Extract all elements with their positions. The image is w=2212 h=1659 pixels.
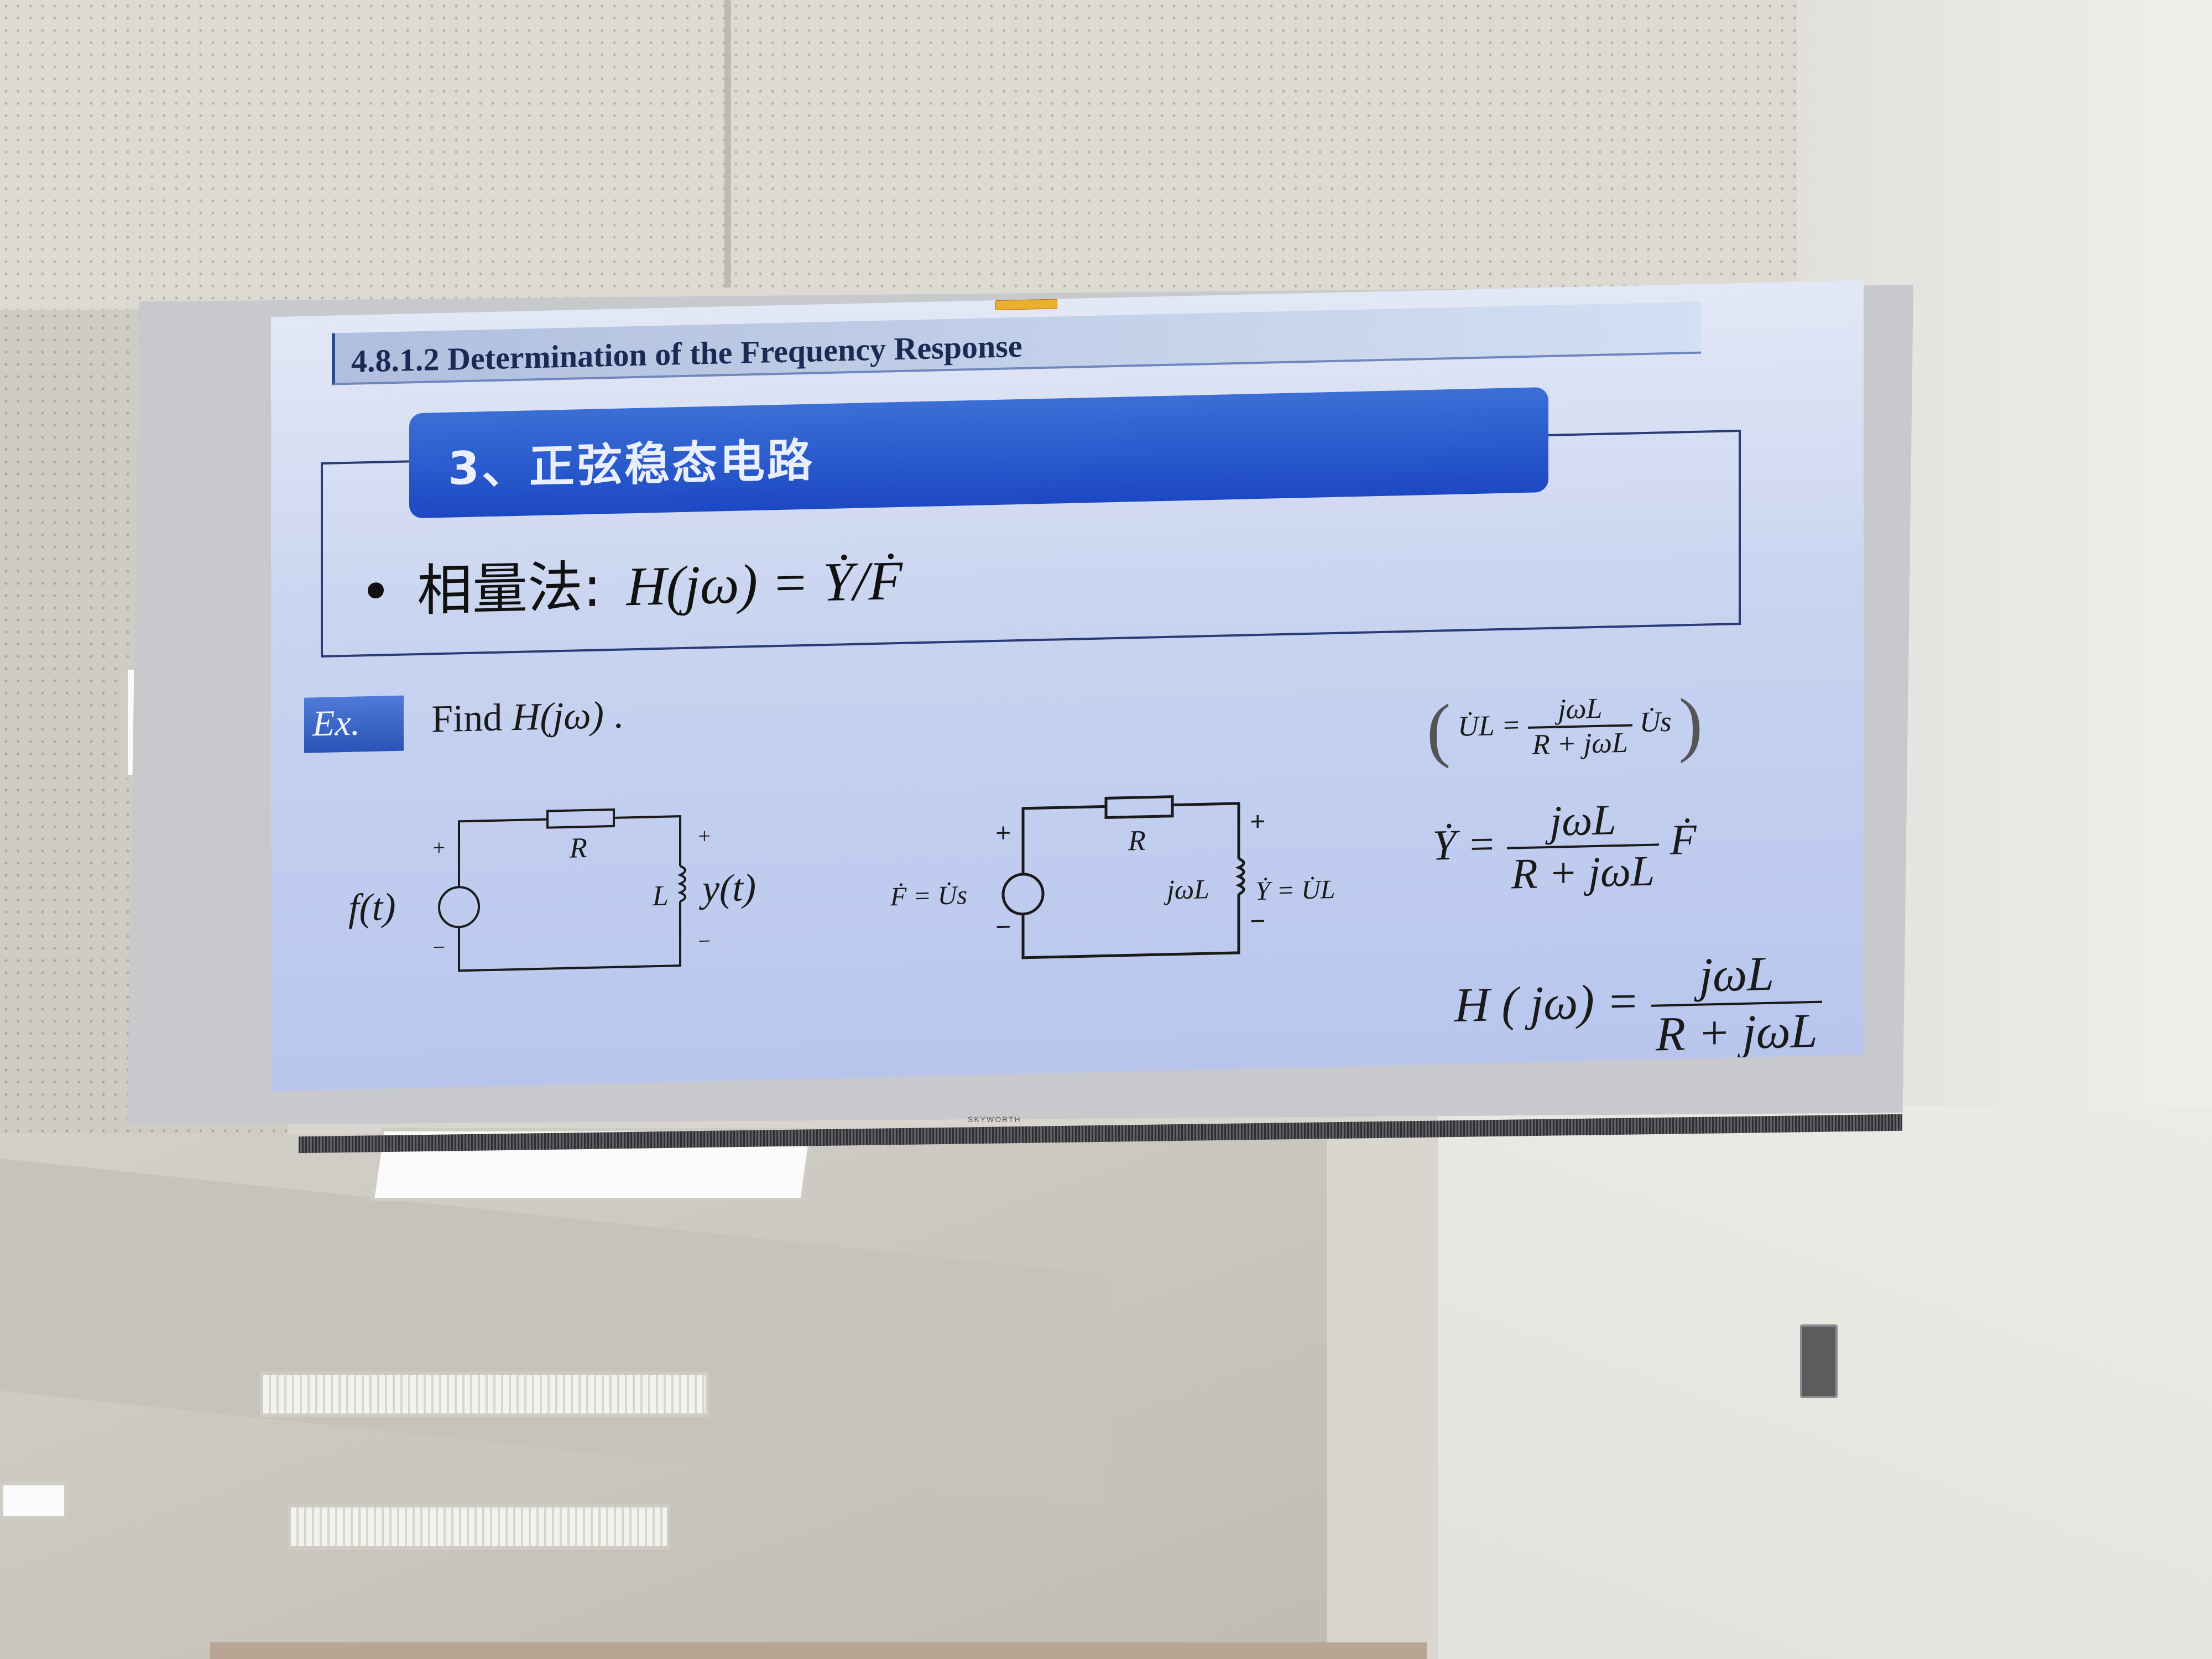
example-prompt: Find H(jω) . bbox=[431, 693, 623, 742]
eq1-rhs: U̇s bbox=[1639, 706, 1672, 739]
ceiling-light bbox=[0, 1482, 67, 1519]
eq1-fraction: jωL R + jωL bbox=[1527, 691, 1632, 761]
inductor-label: jωL bbox=[1164, 873, 1209, 905]
eq1-denominator: R + jωL bbox=[1532, 727, 1628, 761]
source-label: Ḟ = U̇s bbox=[890, 880, 967, 911]
inductor-label: L bbox=[652, 880, 669, 912]
example-prompt-suffix: . bbox=[603, 693, 623, 737]
resistor-label: R bbox=[569, 832, 587, 864]
example-badge-label: Ex. bbox=[312, 702, 361, 744]
section-label: 3、正弦稳态电路 bbox=[448, 434, 815, 495]
eq1-lhs: U̇L = bbox=[1458, 709, 1521, 743]
university-logo-icon bbox=[995, 299, 1057, 310]
eq2-rhs: Ḟ bbox=[1670, 815, 1697, 864]
output-label: Ẏ = U̇L bbox=[1255, 875, 1335, 906]
example-prompt-prefix: Find bbox=[431, 696, 512, 741]
source-label: f(t) bbox=[348, 886, 396, 930]
ceiling-light bbox=[288, 1504, 670, 1550]
eq2-fraction: jωL R + jωL bbox=[1507, 794, 1660, 899]
equation-y: Ẏ = jωL R + jωL Ḟ bbox=[1432, 793, 1697, 901]
resistor-label: R bbox=[1128, 825, 1146, 857]
bullet-phasor-method: • 相量法: H(jω) = Ẏ/Ḟ bbox=[359, 535, 902, 628]
tv-screen: 4.8.1.2 Determination of the Frequency R… bbox=[271, 280, 1864, 1092]
eq3-lhs: H ( jω) = bbox=[1454, 974, 1640, 1033]
eq1-numerator: jωL bbox=[1527, 691, 1632, 729]
ceiling-seam bbox=[724, 0, 731, 288]
ceiling-light bbox=[260, 1371, 709, 1417]
equation-h: H ( jω) = jωL R + jωL bbox=[1454, 945, 1822, 1067]
eq2-denominator: R + jωL bbox=[1511, 846, 1655, 898]
example-prompt-math: H(jω) bbox=[512, 694, 604, 739]
bullet-formula: H(jω) = Ẏ/Ḟ bbox=[626, 549, 902, 618]
eq2-lhs: Ẏ = bbox=[1432, 820, 1496, 869]
resistor-symbol bbox=[1104, 795, 1174, 819]
voltage-source-symbol bbox=[1001, 873, 1045, 916]
output-plus: + bbox=[697, 823, 712, 849]
source-plus: + bbox=[431, 835, 446, 860]
eq3-fraction: jωL R + jωL bbox=[1651, 945, 1822, 1063]
output-minus: − bbox=[697, 928, 712, 954]
source-minus: − bbox=[995, 911, 1011, 942]
resistor-symbol bbox=[546, 808, 615, 829]
bullet-label: 相量法: bbox=[416, 554, 602, 624]
output-plus: + bbox=[1250, 806, 1265, 837]
eq3-denominator: R + jωL bbox=[1656, 1004, 1818, 1062]
wall-socket bbox=[1800, 1324, 1838, 1398]
floor-edge bbox=[210, 1642, 1427, 1659]
eq3-numerator: jωL bbox=[1651, 945, 1822, 1007]
output-label: y(t) bbox=[699, 867, 756, 910]
inductor-symbol bbox=[677, 865, 686, 902]
source-plus: + bbox=[995, 817, 1011, 848]
inductor-symbol bbox=[1235, 857, 1245, 896]
bullet-symbol: • bbox=[359, 559, 392, 625]
equation-ul: ( U̇L = jωL R + jωL U̇s ) bbox=[1427, 684, 1703, 770]
time-domain-circuit: + − R + − f(t) L y(t) bbox=[348, 808, 756, 972]
source-minus: − bbox=[431, 935, 446, 960]
voltage-source-symbol bbox=[438, 886, 480, 928]
tv-brand-label: SKYWORTH bbox=[968, 1115, 1021, 1124]
phasor-domain-circuit: + − R + − Ḟ = U̇s jωL Ẏ = U̇L bbox=[890, 795, 1335, 959]
output-minus: − bbox=[1250, 905, 1265, 937]
eq2-numerator: jωL bbox=[1507, 794, 1660, 849]
